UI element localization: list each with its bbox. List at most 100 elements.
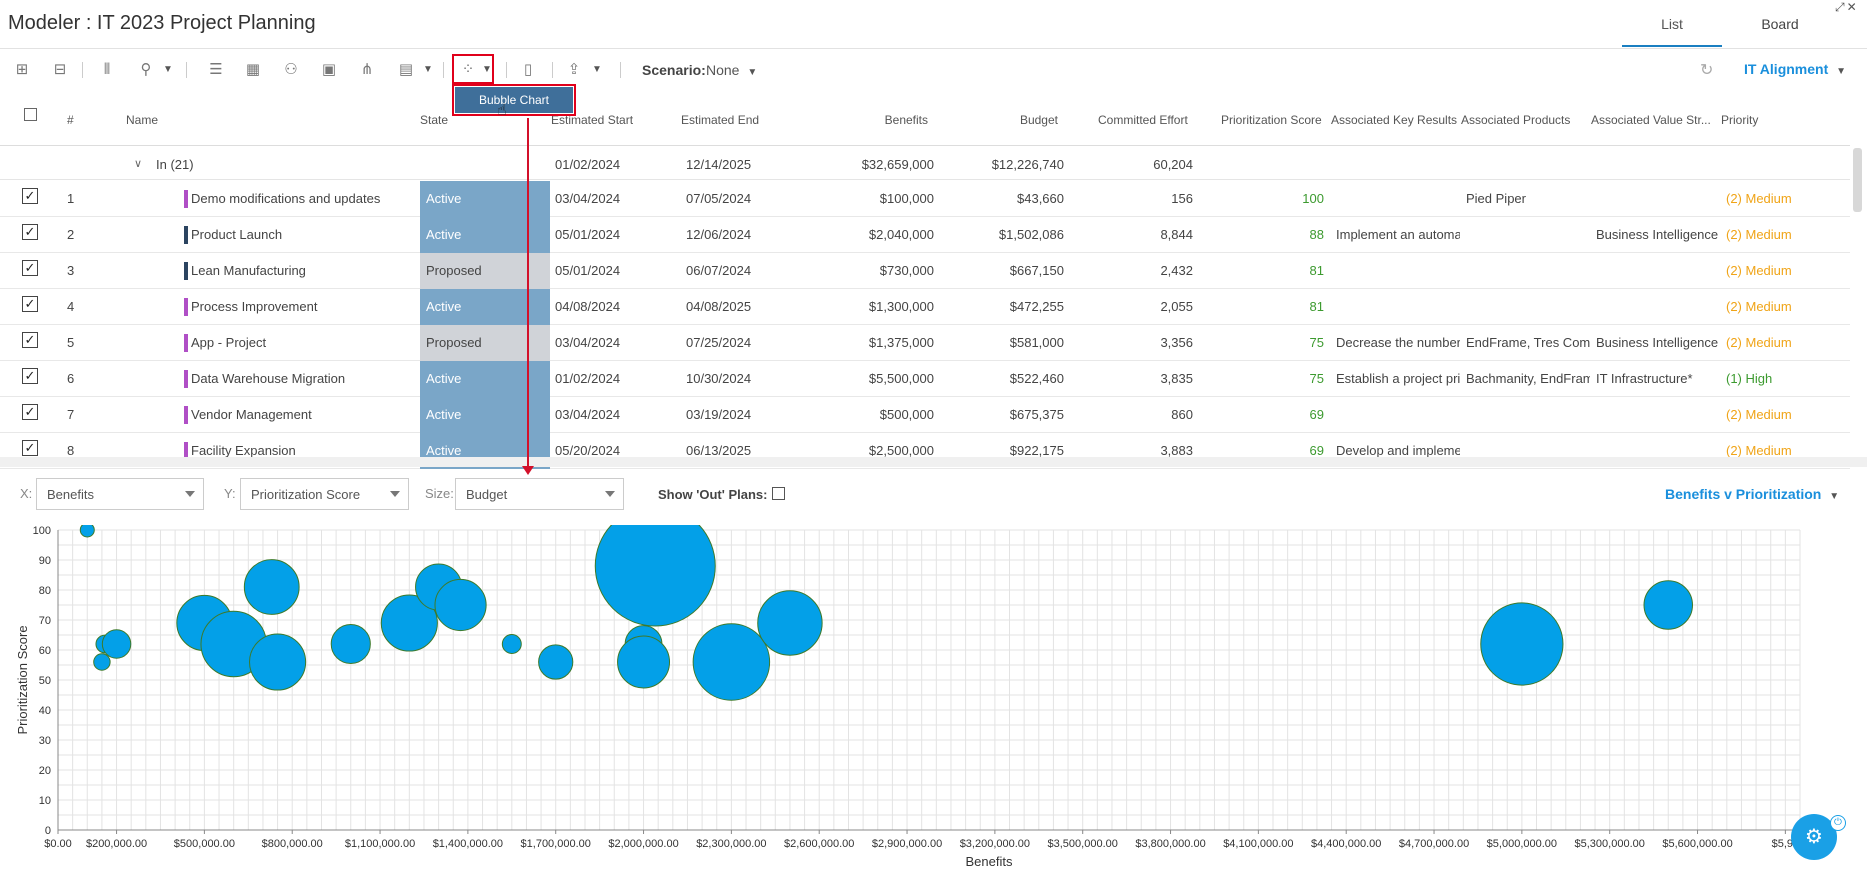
show-out-checkbox[interactable] [772,487,785,500]
layout-icon[interactable]: ▤ [398,61,414,78]
scrollbar[interactable] [1853,148,1862,212]
close-icon[interactable]: ✕ [1846,0,1859,14]
x-tick-label: $1,400,000.00 [433,838,503,850]
filter-dropdown-icon[interactable]: ▼ [163,64,173,75]
row-name[interactable]: Demo modifications and updates [191,191,381,206]
row-state[interactable]: Proposed [420,325,550,361]
column-header[interactable]: Estimated Start [551,113,634,127]
x-axis-select[interactable]: Benefits [36,478,204,510]
column-header[interactable]: Prioritization Score [1221,113,1322,127]
column-header[interactable]: State [420,113,449,127]
page-title: Modeler : IT 2023 Project Planning [8,12,316,34]
expand-icon[interactable]: ⊞ [15,61,29,78]
group-effort: 60,204 [1153,157,1193,172]
row-state[interactable]: Active [420,289,550,325]
column-header[interactable]: Estimated End [681,113,760,127]
table-row[interactable]: ✓ 4 Process Improvement Active 04/08/2024 04/… [0,289,1850,325]
tab-list[interactable]: List [1661,16,1683,32]
row-checkbox[interactable]: ✓ [22,224,38,240]
row-state[interactable]: Active [420,361,550,397]
scenario-select[interactable]: None ▼ [706,62,757,78]
table-row[interactable]: ✓ 1 Demo modifications and updates Active 03… [0,181,1850,217]
filter-icon[interactable]: ⚲ [140,61,152,78]
columns-icon[interactable]: ⫴ [103,61,111,78]
table-row[interactable]: ✓ 3 Lean Manufacturing Proposed 05/01/2024 06… [0,253,1850,289]
power-icon[interactable]: ⏻ [1830,815,1846,831]
x-tick-label: $5,000,000.00 [1487,838,1557,850]
row-end: 07/25/2024 [686,335,752,350]
row-color-bar [184,190,188,208]
assistant-button[interactable]: ⚙ [1791,814,1837,860]
grid-icon[interactable]: ▦ [245,61,261,78]
column-header[interactable]: Name [126,113,159,127]
report-icon[interactable]: ▯ [523,61,533,78]
chevron-down-icon: ▼ [747,67,758,78]
column-header[interactable]: Committed Effort [1098,113,1188,127]
collapse-group-icon[interactable]: ∨ [134,158,143,170]
table-row[interactable]: ✓ 6 Data Warehouse Migration Active 01/02/20… [0,361,1850,397]
hierarchy-icon[interactable]: ⋔ [360,61,374,78]
select-all-checkbox[interactable] [24,108,37,121]
group-row[interactable]: ∨ In (21) 01/02/2024 12/14/2025 $32,659,… [0,148,1850,180]
row-effort: 8,844 [1160,227,1193,242]
money-icon[interactable]: ▣ [321,61,337,78]
export-dropdown-icon[interactable]: ▼ [592,64,602,75]
row-checkbox[interactable]: ✓ [22,296,38,312]
row-checkbox[interactable]: ✓ [22,404,38,420]
size-select[interactable]: Budget [455,478,624,510]
align-icon[interactable]: ☰ [209,61,223,78]
row-name[interactable]: Facility Expansion [191,443,296,458]
row-name[interactable]: Data Warehouse Migration [191,371,346,386]
row-checkbox[interactable]: ✓ [22,260,38,276]
bubble-point [249,633,307,691]
table-row[interactable]: ✓ 5 App - Project Proposed 03/04/2024 07/25/2… [0,325,1850,361]
chart-button-highlight [452,54,494,84]
row-start: 04/08/2024 [555,299,621,314]
chart-dropdown-icon[interactable]: ▼ [482,64,492,75]
y-tick-label: 20 [39,765,51,777]
bubble-chart-icon[interactable]: ⁘ [461,61,475,78]
export-icon[interactable]: ⇪ [567,61,581,78]
x-axis-value: Benefits [47,487,94,502]
row-checkbox[interactable]: ✓ [22,368,38,384]
people-icon[interactable]: ⚇ [284,61,298,78]
bubble-point [380,594,438,652]
pane-splitter[interactable] [0,457,1867,467]
row-name[interactable]: Product Launch [191,227,283,242]
row-checkbox[interactable]: ✓ [22,188,38,204]
column-header[interactable]: Budget [1019,113,1058,127]
column-header[interactable]: Associated Value Str... [1591,113,1711,127]
row-name[interactable]: Vendor Management [191,407,312,422]
menu-item-bubble-chart[interactable]: Bubble Chart [455,87,573,113]
row-benefits: $100,000 [879,191,934,206]
column-header[interactable]: Associated Products [1461,113,1571,127]
alignment-select[interactable]: IT Alignment ▼ [1744,61,1846,77]
table-row[interactable]: ✓ 7 Vendor Management Active 03/04/2024 03/19… [0,397,1850,433]
tab-board[interactable]: Board [1761,16,1799,32]
column-header[interactable]: Benefits [884,113,928,127]
row-state[interactable]: Active [420,397,550,433]
refresh-icon[interactable]: ↻ [1700,62,1714,79]
row-state[interactable]: Active [420,181,550,217]
column-header[interactable]: Associated Key Results [1331,113,1458,127]
row-name[interactable]: Process Improvement [191,299,318,314]
row-checkbox[interactable]: ✓ [22,440,38,456]
popout-icon[interactable]: ⤢ [1835,0,1847,14]
row-effort: 3,835 [1160,371,1193,386]
layout-dropdown-icon[interactable]: ▼ [423,64,433,75]
show-out-label: Show 'Out' Plans: [658,487,768,502]
row-name[interactable]: App - Project [191,335,267,350]
chart-select[interactable]: Benefits v Prioritization ▼ [1665,486,1839,502]
window-controls[interactable]: ⤢✕ [1835,0,1859,15]
row-state[interactable]: Active [420,217,550,253]
column-header[interactable]: # [67,113,74,127]
y-axis-select[interactable]: Prioritization Score [240,478,409,510]
table-row[interactable]: ✓ 2 Product Launch Active 05/01/2024 12/06/20… [0,217,1850,253]
collapse-icon[interactable]: ⊟ [53,61,67,78]
row-checkbox[interactable]: ✓ [22,332,38,348]
column-header[interactable]: Priority [1721,113,1759,127]
row-state[interactable]: Proposed [420,253,550,289]
row-benefits: $500,000 [879,407,934,422]
row-benefits: $730,000 [879,263,934,278]
row-name[interactable]: Lean Manufacturing [191,263,306,278]
